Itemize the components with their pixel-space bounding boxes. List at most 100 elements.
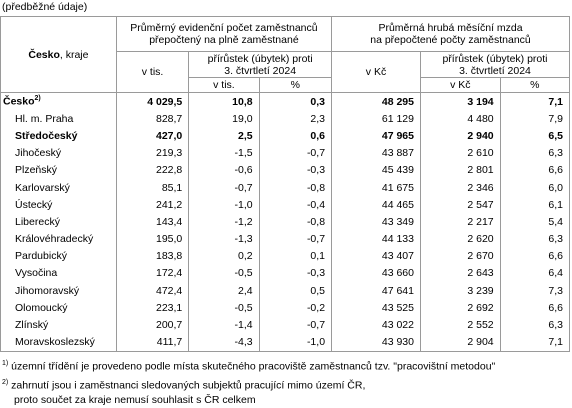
value-cell: 472,4 bbox=[115, 282, 190, 300]
region-name: Královéhradecký bbox=[15, 233, 94, 246]
value-cell: 200,7 bbox=[115, 316, 190, 334]
value-cell: 2 940 bbox=[419, 127, 501, 145]
table-row: Liberecký 143,4 -1,2 -0,8 43 349 2 217 5,4 bbox=[0, 213, 571, 231]
header-line: přírůstek (úbytek) proti bbox=[207, 52, 313, 65]
value-cell: -1,4 bbox=[188, 316, 260, 334]
value-cell: 2 552 bbox=[419, 316, 501, 334]
value-cell: 43 525 bbox=[331, 299, 421, 317]
value-cell: -1,0 bbox=[258, 333, 333, 352]
value-cell: 43 887 bbox=[331, 144, 421, 162]
region-header: Česko, kraje bbox=[0, 16, 117, 93]
table-row: Jihomoravský 472,4 2,4 0,5 47 641 3 239 7,3 bbox=[0, 282, 571, 300]
region-cell: Jihočeský bbox=[0, 144, 117, 162]
value-cell: 0,1 bbox=[258, 247, 333, 265]
value-cell: 219,3 bbox=[115, 144, 190, 162]
value-cell: 6,0 bbox=[499, 178, 571, 197]
value-cell: -0,5 bbox=[188, 299, 260, 317]
value-cell: -0,3 bbox=[258, 264, 333, 283]
value-cell: 828,7 bbox=[115, 110, 190, 128]
value-cell: 4 480 bbox=[419, 110, 501, 128]
table-row: Pardubický 183,8 0,2 0,1 43 407 2 670 6,6 bbox=[0, 247, 571, 265]
table: Česko, kraje Průměrný evidenční počet za… bbox=[0, 16, 571, 352]
value-cell: 43 660 bbox=[331, 264, 421, 283]
region-name: Pardubický bbox=[15, 250, 67, 263]
value-cell: 2 692 bbox=[419, 299, 501, 317]
region-cell: Plzeňský bbox=[0, 161, 117, 179]
change-header: přírůstek (úbytek) proti 3. čtvrtletí 202… bbox=[419, 51, 571, 78]
header-line: na přepočtené počty zaměstnanců bbox=[370, 34, 531, 46]
region-name: Jihočeský bbox=[15, 147, 62, 160]
table-row: Karlovarský 85,1 -0,7 -0,8 41 675 2 346 6,0 bbox=[0, 178, 571, 197]
unit-header: % bbox=[499, 77, 571, 93]
value-cell: 3 239 bbox=[419, 282, 501, 300]
value-cell: -0,7 bbox=[188, 178, 260, 197]
value-cell: -0,7 bbox=[258, 316, 333, 334]
value-cell: -0,5 bbox=[188, 264, 260, 283]
value-cell: 44 465 bbox=[331, 196, 421, 214]
table-row: Hl. m. Praha 828,7 19,0 2,3 61 129 4 480 7,9 bbox=[0, 110, 571, 128]
table-header: Česko, kraje Průměrný evidenční počet za… bbox=[0, 16, 571, 93]
table-row: Středočeský 427,0 2,5 0,6 47 965 2 940 6,5 bbox=[0, 127, 571, 145]
unit-header: v tis. bbox=[115, 51, 190, 93]
unit-header: v tis. bbox=[188, 77, 260, 93]
region-cell: Vysočina bbox=[0, 264, 117, 283]
value-cell: 6,4 bbox=[499, 264, 571, 283]
value-cell: 2,3 bbox=[258, 110, 333, 128]
footnote-text: územní třídění je provedeno podle místa … bbox=[11, 360, 496, 373]
value-cell: 7,1 bbox=[499, 92, 571, 111]
footnote-mark: 2) bbox=[2, 378, 9, 386]
value-cell: -0,7 bbox=[258, 144, 333, 162]
region-cell: Hl. m. Praha bbox=[0, 110, 117, 128]
value-cell: 2 346 bbox=[419, 178, 501, 197]
value-cell: 48 295 bbox=[331, 92, 421, 111]
header-line: Průměrný evidenční počet zaměstnanců bbox=[130, 22, 318, 34]
region-cell: Olomoucký bbox=[0, 299, 117, 317]
value-cell: -1,0 bbox=[188, 196, 260, 214]
value-cell: 47 965 bbox=[331, 127, 421, 145]
table-row: Moravskoslezský 411,7 -4,3 -1,0 43 930 2 904 7… bbox=[0, 333, 571, 352]
region-name: Středočeský bbox=[15, 129, 78, 142]
footnote-line: proto součet za kraje nemusí souhlasit s… bbox=[2, 393, 495, 408]
value-cell: -0,6 bbox=[188, 161, 260, 179]
region-cell: Zlínský bbox=[0, 316, 117, 334]
value-cell: 6,6 bbox=[499, 161, 571, 179]
region-header-rest: , kraje bbox=[59, 48, 89, 61]
value-cell: -0,8 bbox=[258, 213, 333, 231]
value-cell: 6,3 bbox=[499, 230, 571, 248]
region-cell: Liberecký bbox=[0, 213, 117, 231]
group-header: Průměrný evidenční počet zaměstnanců přep… bbox=[115, 16, 333, 52]
value-cell: 85,1 bbox=[115, 178, 190, 197]
value-cell: 6,1 bbox=[499, 196, 571, 214]
region-cell: Jihomoravský bbox=[0, 282, 117, 300]
value-cell: 0,5 bbox=[258, 282, 333, 300]
value-cell: 44 133 bbox=[331, 230, 421, 248]
region-name: Česko bbox=[3, 95, 35, 108]
change-header: přírůstek (úbytek) proti 3. čtvrtletí 202… bbox=[188, 51, 333, 78]
value-cell: 241,2 bbox=[115, 196, 190, 214]
region-name: Ústecký bbox=[15, 198, 53, 211]
region-name: Olomoucký bbox=[15, 301, 68, 314]
value-cell: 0,2 bbox=[188, 247, 260, 265]
value-cell: 2 610 bbox=[419, 144, 501, 162]
value-cell: -1,5 bbox=[188, 144, 260, 162]
value-cell: 10,8 bbox=[188, 92, 260, 111]
value-cell: 222,8 bbox=[115, 161, 190, 179]
table-body: Česko2) 4 029,5 10,8 0,3 48 295 3 194 7,1 Hl. m… bbox=[0, 92, 571, 352]
unit-header: % bbox=[258, 77, 333, 93]
value-cell: 61 129 bbox=[331, 110, 421, 128]
footnote-line: 2) zahrnutí jsou i zaměstnanci sledovaný… bbox=[2, 375, 495, 394]
value-cell: 172,4 bbox=[115, 264, 190, 283]
value-cell: 0,3 bbox=[258, 92, 333, 111]
value-cell: -0,8 bbox=[258, 178, 333, 197]
value-cell: 223,1 bbox=[115, 299, 190, 317]
table-row: Královéhradecký 195,0 -1,3 -0,7 44 133 2 620 6… bbox=[0, 230, 571, 248]
table-row: Jihočeský 219,3 -1,5 -0,7 43 887 2 610 6,3 bbox=[0, 144, 571, 162]
footnote-ref: 2) bbox=[34, 95, 41, 103]
region-cell: Středočeský bbox=[0, 127, 117, 145]
footnote-mark: 1) bbox=[2, 360, 9, 367]
value-cell: 6,3 bbox=[499, 316, 571, 334]
value-cell: -1,3 bbox=[188, 230, 260, 248]
region-name: Karlovarský bbox=[15, 181, 70, 194]
value-cell: 6,5 bbox=[499, 127, 571, 145]
